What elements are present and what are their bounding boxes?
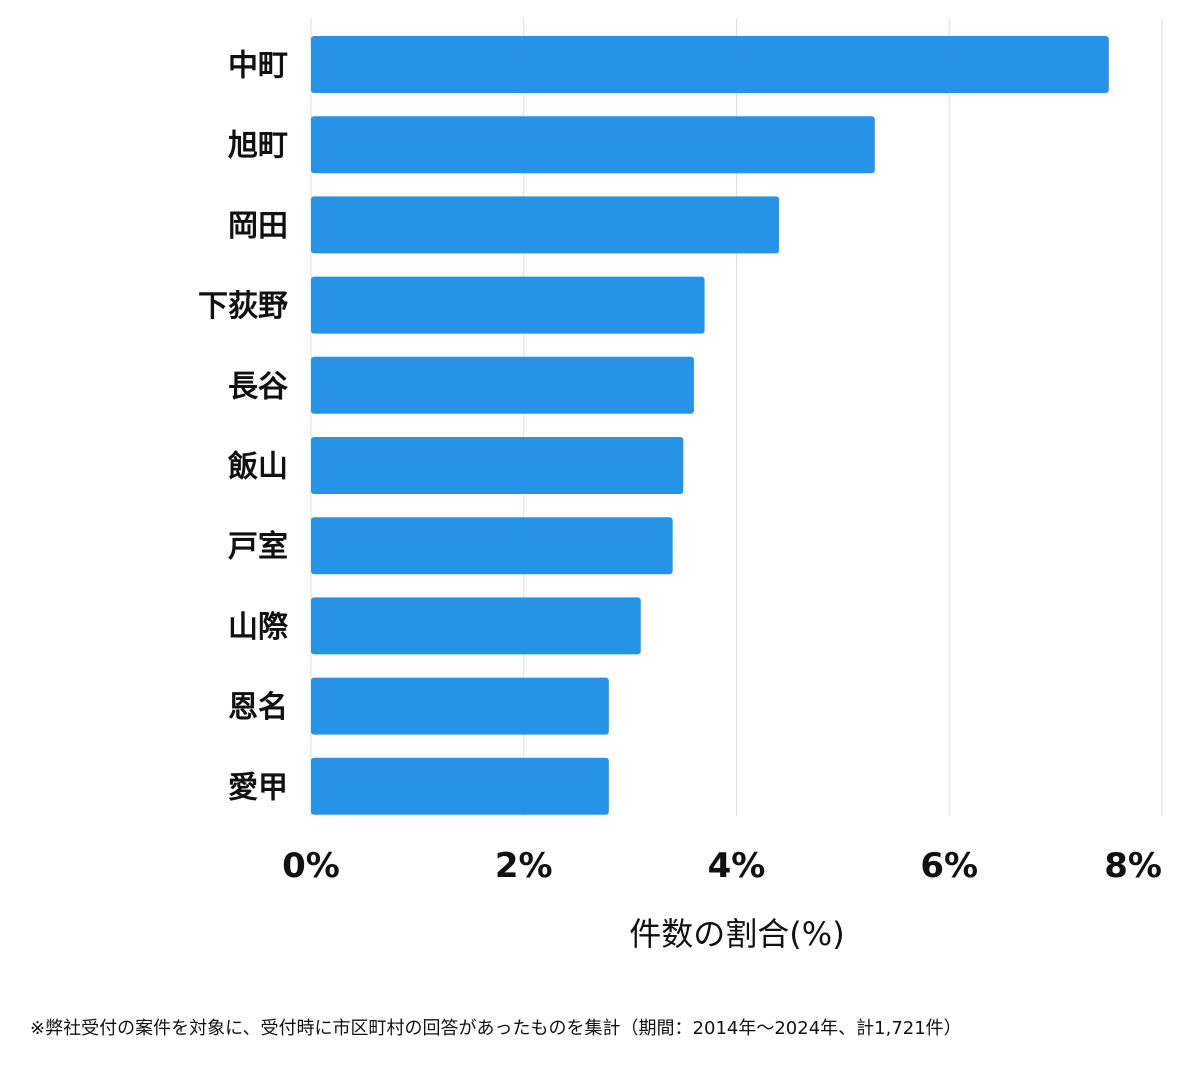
bar-2 <box>311 196 780 254</box>
category-label-7: 山際 <box>228 610 288 645</box>
bar-0 <box>311 36 1109 93</box>
bar-9 <box>311 757 609 815</box>
x-tick-labels: 0% 2% 4% 6% 8% <box>282 846 1162 886</box>
category-label-5: 飯山 <box>228 450 288 485</box>
x-tick-label-0: 0% <box>282 846 340 886</box>
category-label-9: 愛甲 <box>228 770 288 805</box>
x-tick-label-1: 2% <box>495 846 553 886</box>
bars <box>311 36 1109 815</box>
x-axis-title: 件数の割合(%) <box>629 915 844 953</box>
category-label-0: 中町 <box>228 49 288 84</box>
category-label-6: 戸室 <box>228 530 288 565</box>
bar-1 <box>311 116 875 174</box>
category-label-3: 下荻野 <box>198 289 288 324</box>
footnote: ※弊社受付の案件を対象に、受付時に市区町村の回答があったものを集計（期間：201… <box>30 1018 962 1039</box>
x-tick-label-3: 6% <box>920 846 978 886</box>
x-tick-label-2: 4% <box>708 846 766 886</box>
category-label-1: 旭町 <box>228 129 288 164</box>
x-tick-label-4: 8% <box>1104 846 1162 886</box>
bar-8 <box>311 677 609 735</box>
category-label-8: 恩名 <box>228 690 288 725</box>
bar-4 <box>311 356 694 414</box>
bar-7 <box>311 597 641 655</box>
bar-6 <box>311 517 673 575</box>
bar-5 <box>311 437 684 494</box>
category-label-2: 岡田 <box>228 209 288 244</box>
bar-3 <box>311 276 705 334</box>
category-label-4: 長谷 <box>228 369 288 404</box>
